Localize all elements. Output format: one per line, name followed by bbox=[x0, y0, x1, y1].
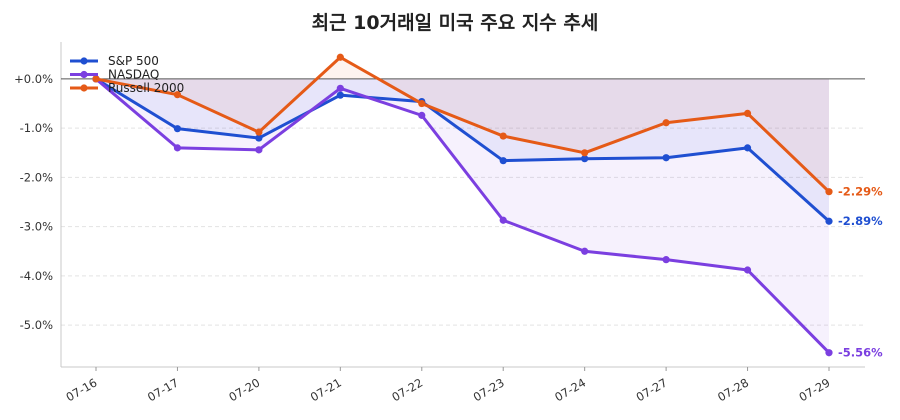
chart-title: 최근 10거래일 미국 주요 지수 추세 bbox=[312, 12, 599, 34]
data-point bbox=[173, 125, 182, 133]
data-point bbox=[581, 155, 589, 163]
x-tick-label: 07-22 bbox=[389, 375, 425, 404]
plot-area: +0.0% -1.0% -2.0% -3.0% -4.0% -5.0% 07-16 07-17… bbox=[14, 42, 883, 404]
data-point bbox=[743, 109, 752, 118]
end-value-label: -2.89% bbox=[838, 214, 883, 228]
data-point bbox=[581, 247, 589, 255]
data-point bbox=[173, 91, 182, 99]
x-tick-label: 07-24 bbox=[552, 375, 588, 404]
legend-marker bbox=[80, 84, 88, 92]
y-tick-label: -1.0% bbox=[20, 121, 53, 135]
end-value-label: -5.56% bbox=[838, 346, 883, 360]
x-tick-label: 07-27 bbox=[634, 375, 670, 404]
data-point bbox=[173, 144, 182, 152]
series-fill-2 bbox=[96, 57, 829, 192]
legend-label: S&P 500 bbox=[108, 54, 159, 68]
series-fill-1 bbox=[96, 78, 829, 353]
legend-marker bbox=[80, 70, 88, 79]
x-tick-label: 07-29 bbox=[797, 375, 833, 404]
y-tick-label: -4.0% bbox=[20, 269, 53, 283]
legend-label: Russell 2000 bbox=[108, 81, 184, 95]
y-tick-label: -5.0% bbox=[20, 318, 53, 332]
data-point bbox=[255, 146, 263, 154]
legend-label: NASDAQ bbox=[108, 68, 159, 82]
data-point bbox=[255, 134, 263, 142]
data-point bbox=[499, 216, 507, 224]
data-point bbox=[825, 188, 833, 196]
data-point bbox=[743, 144, 752, 152]
data-point bbox=[499, 157, 507, 165]
series-line-2 bbox=[94, 55, 831, 194]
data-point bbox=[499, 132, 507, 140]
data-point bbox=[336, 91, 344, 99]
y-tick-label: -3.0% bbox=[20, 220, 53, 234]
data-point bbox=[662, 119, 670, 127]
data-point bbox=[581, 149, 589, 157]
data-point bbox=[255, 128, 263, 136]
data-point bbox=[418, 99, 426, 108]
data-point bbox=[825, 217, 833, 225]
data-point bbox=[418, 111, 426, 119]
x-tick-label: 07-23 bbox=[471, 375, 507, 404]
x-tick-label: 07-21 bbox=[308, 375, 344, 404]
x-tick-label: 07-17 bbox=[145, 375, 181, 404]
y-tick-label: -2.0% bbox=[20, 170, 53, 184]
series-line-1 bbox=[94, 77, 831, 355]
x-tick-label: 07-16 bbox=[64, 375, 100, 404]
data-point bbox=[92, 75, 100, 83]
x-tick-label: 07-20 bbox=[226, 375, 262, 404]
data-point bbox=[336, 53, 344, 61]
data-point bbox=[662, 256, 670, 264]
legend-marker bbox=[80, 57, 88, 65]
y-tick-label: +0.0% bbox=[14, 72, 53, 86]
data-point bbox=[743, 266, 752, 274]
data-point bbox=[825, 349, 833, 357]
data-point bbox=[336, 84, 344, 92]
x-tick-label: 07-28 bbox=[715, 375, 751, 404]
end-value-label: -2.29% bbox=[838, 185, 883, 199]
series-line-0 bbox=[94, 77, 831, 223]
data-point bbox=[662, 154, 670, 162]
